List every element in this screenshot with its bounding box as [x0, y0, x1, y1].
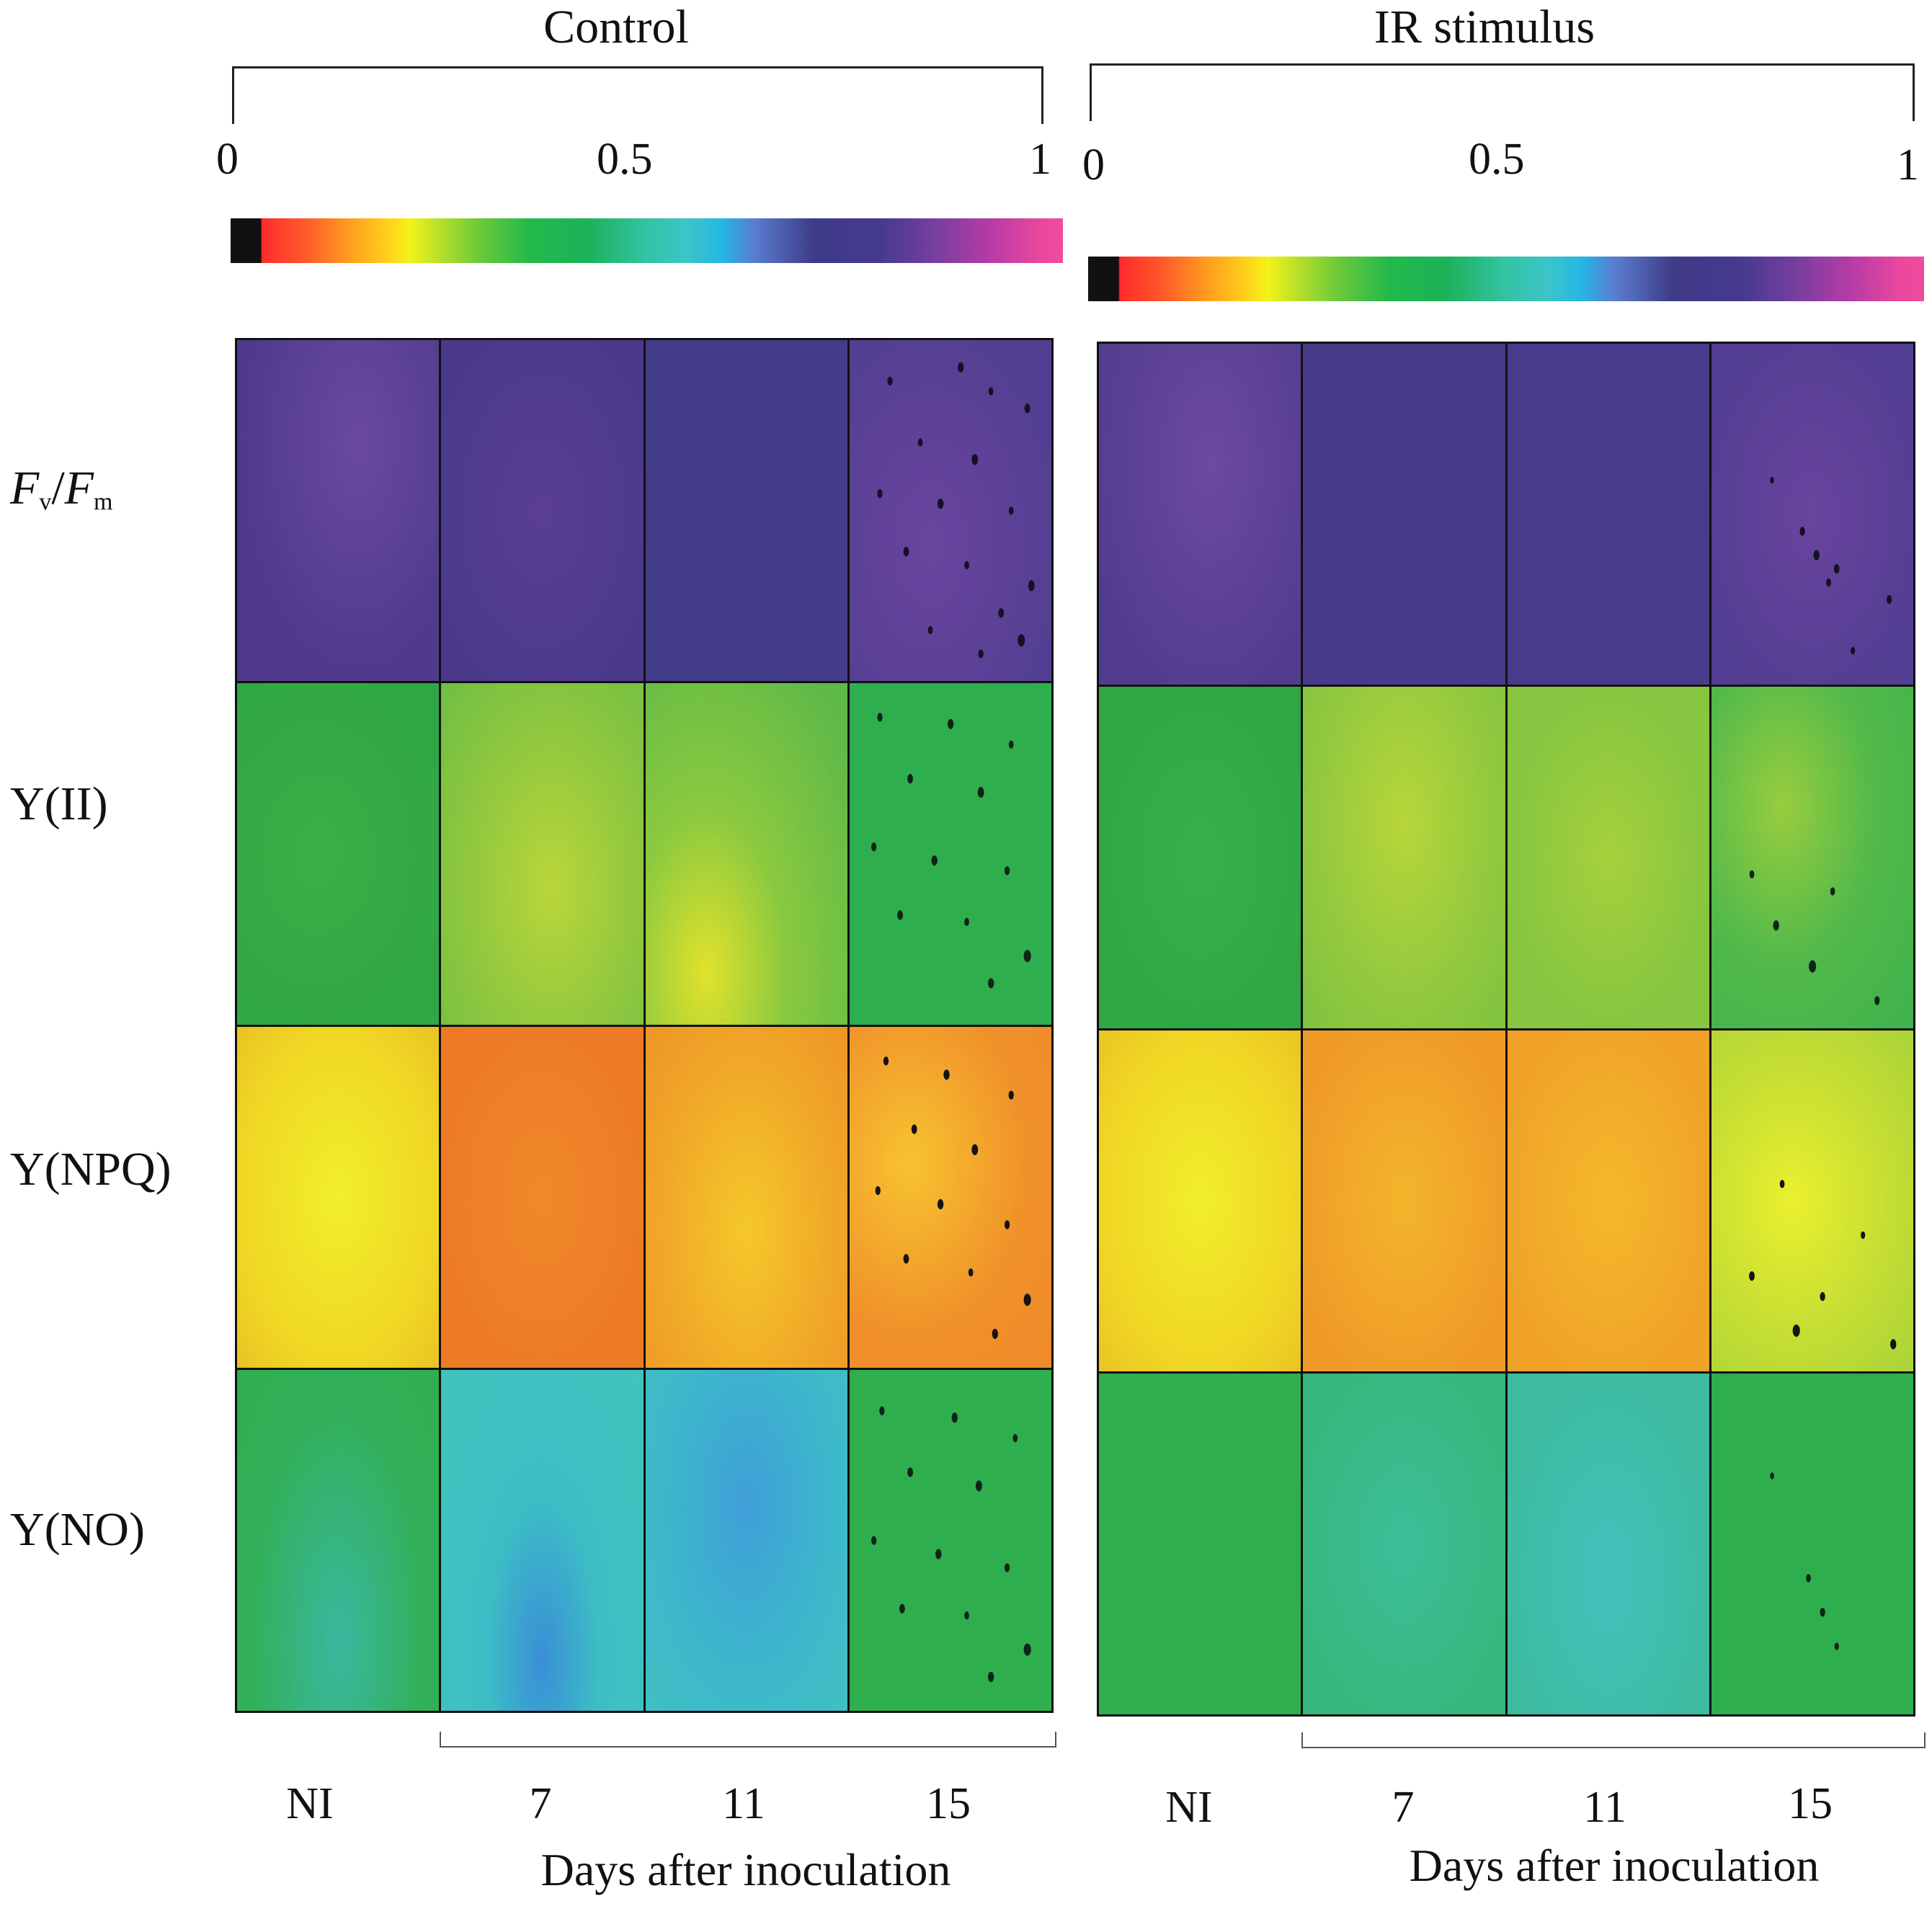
- cell-control-fvfm-7: [441, 340, 644, 682]
- colorbar-tick-0-control: 0: [216, 135, 239, 184]
- image-grid-ir: [1097, 342, 1915, 1717]
- row-label-yii: Y(II): [10, 778, 108, 830]
- cell-ir-ynpq-ni: [1099, 1030, 1301, 1371]
- col-label-control-15: 15: [926, 1779, 971, 1828]
- image-grid-control: [235, 338, 1054, 1713]
- col-label-control-7: 7: [529, 1779, 552, 1828]
- cell-ir-fvfm-11: [1507, 344, 1709, 685]
- cell-control-ynpq-15: [849, 1026, 1051, 1368]
- row-label-yno: Y(NO): [10, 1503, 145, 1556]
- colorbar-ir: [1088, 257, 1924, 301]
- xlabel-ir: Days after inoculation: [1409, 1840, 1820, 1891]
- panel-bracket-ir: [1090, 63, 1915, 121]
- col-label-ir-11: 11: [1583, 1783, 1626, 1832]
- cell-control-yno-ni: [237, 1369, 440, 1711]
- cell-ir-ynpq-15: [1711, 1030, 1913, 1371]
- cell-ir-fvfm-15: [1711, 344, 1913, 685]
- colorbar-tick-1-control: 1: [1029, 135, 1051, 184]
- cell-ir-yno-7: [1303, 1373, 1505, 1714]
- cell-control-yno-7: [441, 1369, 644, 1711]
- row-label-ynpq: Y(NPQ): [10, 1143, 172, 1196]
- cell-control-ynpq-ni: [237, 1026, 440, 1368]
- cell-ir-yno-11: [1507, 1373, 1709, 1714]
- cell-control-ynpq-7: [441, 1026, 644, 1368]
- col-label-control-11: 11: [722, 1779, 765, 1828]
- col-label-ir-ni: NI: [1165, 1783, 1213, 1832]
- cell-control-ynpq-11: [645, 1026, 847, 1368]
- days-bracket-ir: [1301, 1732, 1926, 1748]
- cell-control-yno-11: [645, 1369, 847, 1711]
- cell-ir-yno-ni: [1099, 1373, 1301, 1714]
- cell-control-fvfm-ni: [237, 340, 440, 682]
- panel-title-control: Control: [543, 1, 689, 53]
- cell-control-yno-15: [849, 1369, 1051, 1711]
- colorbar-tick-0-ir: 0: [1082, 141, 1105, 190]
- cell-control-fvfm-11: [645, 340, 847, 682]
- panel-title-ir: IR stimulus: [1374, 1, 1595, 53]
- cell-ir-yii-ni: [1099, 687, 1301, 1028]
- panel-bracket-control: [232, 66, 1043, 124]
- cell-ir-yii-15: [1711, 687, 1913, 1028]
- colorbar-control: [231, 218, 1063, 263]
- cell-control-yii-11: [645, 683, 847, 1025]
- colorbar-tick-05-ir: 0.5: [1469, 135, 1525, 184]
- colorbar-tick-05-control: 0.5: [597, 135, 653, 184]
- cell-control-yii-7: [441, 683, 644, 1025]
- cell-control-fvfm-15: [849, 340, 1051, 682]
- cell-ir-fvfm-7: [1303, 344, 1505, 685]
- cell-control-yii-ni: [237, 683, 440, 1025]
- col-label-control-ni: NI: [286, 1779, 334, 1828]
- cell-ir-ynpq-11: [1507, 1030, 1709, 1371]
- cell-ir-yno-15: [1711, 1373, 1913, 1714]
- xlabel-control: Days after inoculation: [540, 1844, 951, 1895]
- col-label-ir-15: 15: [1788, 1779, 1833, 1828]
- cell-ir-fvfm-ni: [1099, 344, 1301, 685]
- col-label-ir-7: 7: [1392, 1783, 1415, 1832]
- cell-control-yii-15: [849, 683, 1051, 1025]
- days-bracket-control: [440, 1732, 1056, 1748]
- row-label-fvfm: Fv/Fm: [10, 462, 113, 515]
- cell-ir-yii-11: [1507, 687, 1709, 1028]
- cell-ir-ynpq-7: [1303, 1030, 1505, 1371]
- cell-ir-yii-7: [1303, 687, 1505, 1028]
- colorbar-tick-1-ir: 1: [1897, 141, 1919, 190]
